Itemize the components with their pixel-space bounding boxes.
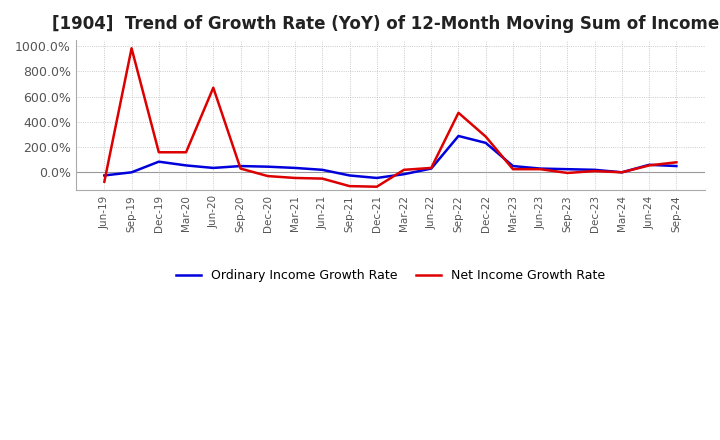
Net Income Growth Rate xyxy=(372,184,381,189)
Net Income Growth Rate xyxy=(536,167,544,172)
Ordinary Income Growth Rate xyxy=(100,173,109,178)
Net Income Growth Rate xyxy=(318,176,327,181)
Net Income Growth Rate xyxy=(264,173,272,179)
Ordinary Income Growth Rate xyxy=(400,172,408,177)
Net Income Growth Rate xyxy=(672,160,680,165)
Net Income Growth Rate xyxy=(454,110,463,115)
Ordinary Income Growth Rate xyxy=(590,167,599,172)
Net Income Growth Rate xyxy=(345,183,354,189)
Net Income Growth Rate xyxy=(155,150,163,155)
Net Income Growth Rate xyxy=(181,150,190,155)
Net Income Growth Rate xyxy=(291,175,300,180)
Line: Ordinary Income Growth Rate: Ordinary Income Growth Rate xyxy=(104,136,676,178)
Net Income Growth Rate xyxy=(618,170,626,175)
Net Income Growth Rate xyxy=(563,170,572,176)
Ordinary Income Growth Rate xyxy=(181,163,190,168)
Ordinary Income Growth Rate xyxy=(209,165,217,171)
Net Income Growth Rate xyxy=(400,167,408,172)
Ordinary Income Growth Rate xyxy=(155,159,163,164)
Ordinary Income Growth Rate xyxy=(264,164,272,169)
Title: [1904]  Trend of Growth Rate (YoY) of 12-Month Moving Sum of Incomes: [1904] Trend of Growth Rate (YoY) of 12-… xyxy=(52,15,720,33)
Net Income Growth Rate xyxy=(482,134,490,139)
Net Income Growth Rate xyxy=(645,163,654,168)
Line: Net Income Growth Rate: Net Income Growth Rate xyxy=(104,48,676,187)
Ordinary Income Growth Rate xyxy=(291,165,300,171)
Ordinary Income Growth Rate xyxy=(645,162,654,168)
Ordinary Income Growth Rate xyxy=(536,166,544,171)
Net Income Growth Rate xyxy=(209,85,217,90)
Ordinary Income Growth Rate xyxy=(482,140,490,146)
Net Income Growth Rate xyxy=(127,46,136,51)
Ordinary Income Growth Rate xyxy=(372,175,381,180)
Ordinary Income Growth Rate xyxy=(127,170,136,175)
Ordinary Income Growth Rate xyxy=(563,167,572,172)
Ordinary Income Growth Rate xyxy=(318,167,327,172)
Ordinary Income Growth Rate xyxy=(672,163,680,169)
Ordinary Income Growth Rate xyxy=(508,163,517,169)
Net Income Growth Rate xyxy=(508,167,517,172)
Ordinary Income Growth Rate xyxy=(345,173,354,178)
Ordinary Income Growth Rate xyxy=(427,166,436,171)
Ordinary Income Growth Rate xyxy=(618,170,626,175)
Net Income Growth Rate xyxy=(236,166,245,171)
Net Income Growth Rate xyxy=(427,165,436,171)
Net Income Growth Rate xyxy=(590,169,599,174)
Net Income Growth Rate xyxy=(100,179,109,184)
Legend: Ordinary Income Growth Rate, Net Income Growth Rate: Ordinary Income Growth Rate, Net Income … xyxy=(171,264,610,287)
Ordinary Income Growth Rate xyxy=(454,133,463,139)
Ordinary Income Growth Rate xyxy=(236,163,245,169)
